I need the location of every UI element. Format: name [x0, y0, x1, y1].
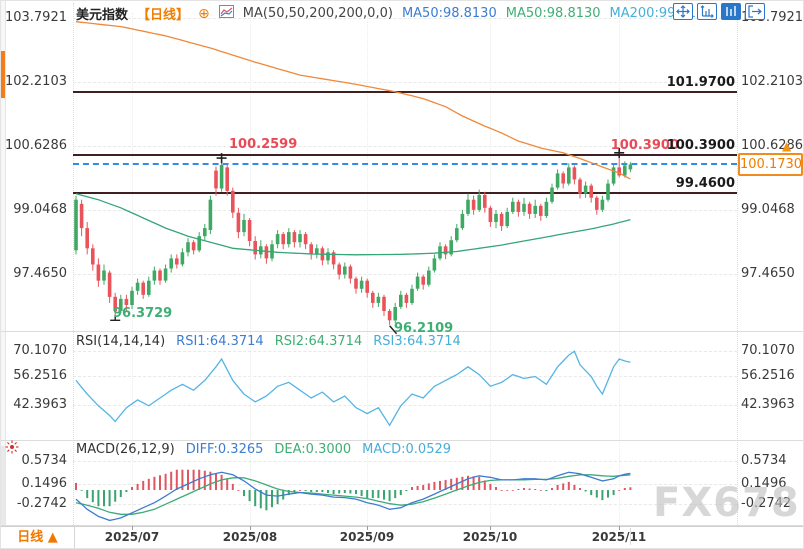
date-label: 2025/11: [591, 530, 647, 544]
gridline: [73, 484, 737, 485]
diff-value: DIFF:0.3265: [185, 442, 264, 457]
move-tool-button[interactable]: [673, 3, 693, 20]
alert-sun-icon[interactable]: [4, 439, 20, 459]
symbol-name: 美元指数: [76, 8, 129, 23]
gridline: [73, 504, 737, 505]
resistance-label-101.97: 101.9700: [666, 75, 735, 90]
gridline: [132, 13, 133, 525]
rsi-axis-label: 70.1070: [741, 343, 795, 358]
support-label-99.46: 99.4600: [675, 176, 735, 191]
y-axis-label: 97.4650: [13, 266, 67, 281]
current-price-line: [73, 163, 737, 165]
trendline-101.97[interactable]: [73, 91, 737, 93]
y-axis-label: 103.7921: [4, 10, 67, 25]
ma-settings-label[interactable]: MA(50,50,200,200,0,0): [242, 6, 393, 21]
gridline: [73, 82, 737, 83]
bar-style-tool-button[interactable]: [721, 3, 741, 20]
macd-header: MACD(26,12,9) DIFF:0.3265 DEA:0.3000 MAC…: [76, 442, 451, 457]
y-axis-label: 100.6286: [4, 138, 67, 153]
chart-type-icon[interactable]: [218, 5, 234, 22]
date-tick: [132, 526, 133, 530]
rsi-title[interactable]: RSI(14,14,14): [76, 334, 166, 349]
gridline: [73, 18, 737, 19]
rsi-axis-label: 56.2516: [741, 368, 795, 383]
trendline-100.39[interactable]: [73, 154, 737, 156]
macd-value: MACD:0.0529: [362, 442, 452, 457]
date-tick: [490, 526, 491, 530]
resistance-label-100.39: 100.3900: [666, 138, 735, 153]
panel-divider: [1, 331, 803, 332]
date-label: 2025/08: [222, 530, 278, 544]
rsi2-value: RSI2:64.3714: [274, 334, 363, 349]
swing-high-label: 100.2599: [229, 137, 298, 152]
rsi3-value: RSI3:64.3714: [373, 334, 461, 349]
y-axis-label: 99.0468: [741, 202, 795, 217]
gutter-range-track: [1, 446, 5, 525]
date-label: 2025/07: [104, 530, 160, 544]
gridline: [250, 13, 251, 525]
panel-divider: [1, 440, 803, 441]
main-indicator-header: 美元指数 【日线】 ⊕ MA(50,50,200,200,0,0) MA50:9…: [76, 4, 704, 23]
macd-axis-label: 0.5734: [21, 453, 68, 468]
plot-left-edge: [73, 3, 74, 525]
ma50-value-a: MA50:98.8130: [401, 6, 497, 21]
date-tick: [367, 526, 368, 530]
plot-right-edge: [737, 3, 738, 525]
current-price-box: 100.1730: [738, 153, 803, 176]
rsi-header: RSI(14,14,14) RSI1:64.3714 RSI2:64.3714 …: [76, 334, 461, 349]
macd-axis-label: 0.1496: [741, 476, 787, 491]
add-indicator-icon[interactable]: ⊕: [198, 5, 210, 22]
chart-toolbar: [673, 3, 765, 20]
trendline-99.46[interactable]: [73, 192, 737, 194]
panel-divider: [1, 525, 803, 526]
rsi-axis-label: 56.2516: [13, 368, 67, 383]
y-axis-label: 102.2103: [741, 74, 804, 89]
date-tick: [250, 526, 251, 530]
macd-title[interactable]: MACD(26,12,9): [76, 442, 175, 457]
gridline: [490, 13, 491, 525]
y-axis-label: 97.4650: [741, 266, 795, 281]
y-axis-label: 99.0468: [13, 202, 67, 217]
watermark: FX678: [653, 480, 800, 526]
gridline: [367, 13, 368, 525]
gutter-range-handle[interactable]: [1, 51, 5, 98]
y-axis-label: 100.6286: [741, 138, 804, 153]
exit-fullscreen-button[interactable]: [745, 3, 765, 20]
gridline: [73, 405, 737, 406]
gridline: [73, 351, 737, 352]
date-tick: [619, 526, 620, 530]
macd-axis-label: -0.2742: [741, 496, 792, 511]
macd-axis-label: 0.5734: [741, 453, 787, 468]
gridline: [73, 461, 737, 462]
date-label: 2025/09: [339, 530, 395, 544]
period-label[interactable]: 【日线】: [137, 8, 190, 23]
rsi-axis-label: 42.3963: [741, 397, 795, 412]
swing-low-label-jul: 96.3729: [113, 306, 173, 321]
axis-scale-tool-button[interactable]: [697, 3, 717, 20]
gridline: [73, 376, 737, 377]
date-label: 2025/10: [462, 530, 518, 544]
macd-axis-label: 0.1496: [21, 476, 68, 491]
price-up-arrow-icon: ▲: [782, 139, 792, 153]
gridline: [73, 274, 737, 275]
macd-axis-label: -0.2742: [16, 496, 67, 511]
gridline: [619, 13, 620, 525]
period-selector[interactable]: 日线 ▲: [1, 526, 75, 548]
ma50-value-b: MA50:98.8130: [505, 6, 601, 21]
data-end-divider: [630, 528, 631, 545]
left-gutter: [1, 1, 6, 525]
rsi-axis-label: 42.3963: [13, 397, 67, 412]
gridline: [73, 210, 737, 211]
rsi1-value: RSI1:64.3714: [176, 334, 264, 349]
dea-value: DEA:0.3000: [274, 442, 352, 457]
rsi-axis-label: 70.1070: [13, 343, 67, 358]
y-axis-label: 102.2103: [4, 74, 67, 89]
swing-low-label-sep: 96.2109: [394, 321, 454, 336]
time-axis-bar: [1, 526, 803, 548]
